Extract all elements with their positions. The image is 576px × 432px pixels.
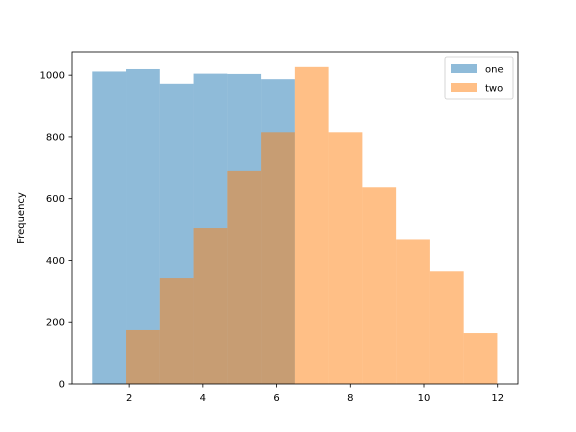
bar-one-0 xyxy=(92,71,127,385)
legend-label-two: two xyxy=(485,84,503,95)
bar-two-7 xyxy=(362,187,397,384)
bar-two-4 xyxy=(261,132,295,384)
legend-swatch-two xyxy=(451,83,477,92)
bar-two-3 xyxy=(227,170,262,384)
x-tick-label: 8 xyxy=(347,393,353,404)
x-tick-label: 4 xyxy=(200,393,206,404)
y-tick-label: 400 xyxy=(46,256,65,267)
bar-two-9 xyxy=(429,271,464,384)
y-tick-label: 0 xyxy=(59,380,65,391)
y-axis-label: Frequency xyxy=(16,192,27,244)
bar-two-1 xyxy=(159,278,194,384)
legend: one two xyxy=(444,56,514,100)
bar-two-6 xyxy=(328,132,363,384)
plot-frame xyxy=(71,51,519,385)
x-tick-label: 2 xyxy=(126,393,132,404)
axes-layer: 2 4 6 8 10 12 0 200 400 600 800 1000 xyxy=(40,51,519,404)
legend-label-one: one xyxy=(485,65,504,76)
bar-two-10 xyxy=(463,333,498,384)
bar-two-2 xyxy=(193,228,228,384)
legend-swatch-one xyxy=(451,64,477,73)
y-tick-label: 1000 xyxy=(40,71,65,82)
bar-two-5 xyxy=(294,66,329,384)
y-tick-label: 600 xyxy=(46,194,65,205)
x-tick-label: 10 xyxy=(418,393,431,404)
x-tick-label: 6 xyxy=(273,393,279,404)
y-tick-label: 200 xyxy=(46,318,65,329)
bar-two-0 xyxy=(126,329,160,384)
x-tick-label: 12 xyxy=(491,393,504,404)
bar-two-8 xyxy=(396,239,430,384)
y-tick-label: 800 xyxy=(46,132,65,143)
bars-layer xyxy=(92,66,498,385)
